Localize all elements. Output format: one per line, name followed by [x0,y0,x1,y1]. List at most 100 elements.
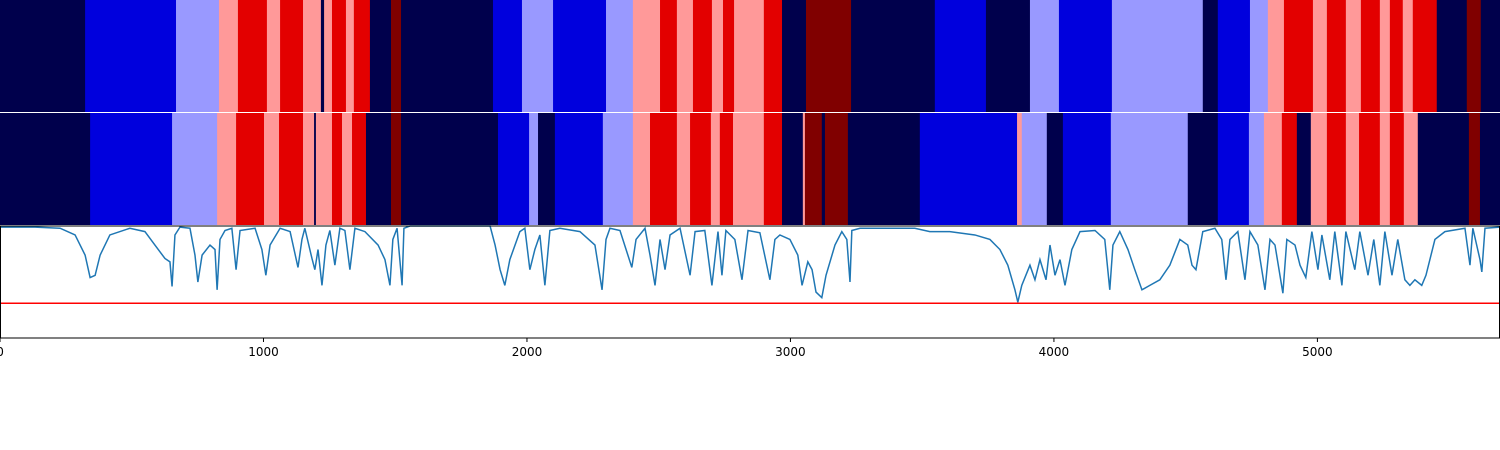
plot-frame [0,225,1500,339]
segment [365,113,392,225]
segment [401,113,499,225]
segment [492,0,523,112]
segment [237,0,268,112]
segment [172,113,218,225]
segment [345,0,355,112]
segment [85,0,177,112]
segment [0,113,91,225]
segment [1479,113,1500,225]
segment [676,0,694,112]
segment [710,113,721,225]
segment [529,113,539,225]
x-tick-label: 4000 [1039,345,1070,359]
segment [1110,113,1189,225]
segment [538,113,556,225]
segment [303,113,315,225]
segment [90,113,173,225]
segment [804,113,823,225]
segment [279,113,304,225]
data-line [0,225,1500,303]
segment [763,0,783,112]
segment [401,0,494,112]
segment [497,113,530,225]
segment [1217,0,1251,112]
segment [1062,113,1112,225]
segment [1379,0,1391,112]
segment [782,113,804,225]
segment [1360,0,1381,112]
segment [331,113,343,225]
x-tick-label: 2000 [512,345,543,359]
segment [722,0,735,112]
segment [692,0,713,112]
segment [1217,113,1250,225]
segment [1296,113,1312,225]
segment [553,0,607,112]
segment [315,113,333,225]
segment [266,0,281,112]
segment [341,113,353,225]
segment [554,113,604,225]
segment [719,113,734,225]
segment [1021,113,1048,225]
segment [711,0,724,112]
segment [1248,113,1265,225]
segment [1249,0,1269,112]
segment [805,0,852,112]
segment [264,113,280,225]
segment [324,0,333,112]
segment [602,113,634,225]
segment [1312,0,1328,112]
segment [1417,113,1470,225]
segment [1379,113,1391,225]
segment [1267,0,1285,112]
segment [280,0,304,112]
segment [391,113,402,225]
x-tick-label: 1000 [248,345,279,359]
segment [802,113,806,225]
segment [985,0,1031,112]
segment [236,113,265,225]
segment [1402,0,1414,112]
segment [782,0,807,112]
segment [1345,113,1360,225]
segment [1480,0,1500,112]
segment [606,0,634,112]
segment [660,0,678,112]
segment [1466,0,1482,112]
segment [1359,113,1381,225]
x-tick-label: 0 [0,345,4,359]
segment [1310,113,1328,225]
segment [1017,113,1023,225]
segment [391,0,402,112]
segment [1111,0,1204,112]
segment [632,113,651,225]
segment [353,0,371,112]
segment [821,113,826,225]
x-tick-label: 3000 [775,345,806,359]
segment [1058,0,1113,112]
x-tick-label: 5000 [1302,345,1333,359]
segment [734,0,765,112]
segment [1046,113,1064,225]
segment [176,0,220,112]
segment [1468,113,1481,225]
segment [521,0,554,112]
segment [218,0,239,112]
segment [314,113,317,225]
segment [763,113,783,225]
segment [1345,0,1362,112]
segment [650,113,678,225]
segment [1389,0,1404,112]
segment [934,0,987,112]
segment [851,0,936,112]
segment [1283,0,1314,112]
segment [1202,0,1219,112]
segment [690,113,712,225]
segment [1389,113,1405,225]
segment [1436,0,1468,112]
segment [1412,0,1438,112]
segment [1403,113,1419,225]
segment [1029,0,1060,112]
segment [919,113,1018,225]
